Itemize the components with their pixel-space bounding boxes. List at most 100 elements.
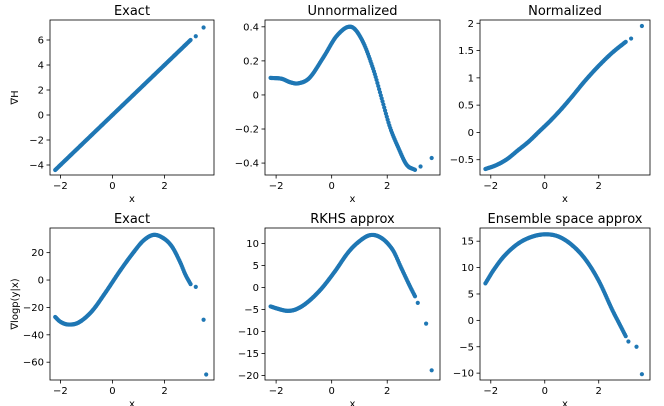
plot-title: RKHS approx <box>310 212 395 227</box>
y-tick-label: 20 <box>31 248 44 259</box>
y-tick-label: 0.5 <box>458 101 474 112</box>
y-tick-label: 0 <box>253 283 259 294</box>
plot-title: Ensemble space approx <box>488 212 643 227</box>
y-tick-label: −4 <box>29 161 44 172</box>
x-tick-label: −2 <box>269 386 284 397</box>
y-tick-label: 10 <box>246 239 259 250</box>
axes-frame <box>49 19 215 176</box>
data-point <box>412 167 418 172</box>
x-tick-label: 0 <box>109 386 115 397</box>
y-tick-label: 2 <box>38 86 44 97</box>
y-tick-label: 4 <box>38 61 44 72</box>
plot-title: Unnormalized <box>308 4 398 19</box>
subplot-1: Exact −2 0 2 −4 −2 0 2 4 6 x ∇H <box>10 4 215 205</box>
data-point <box>623 39 628 44</box>
axes-frame <box>479 19 651 176</box>
y-tick-label: −15 <box>238 349 259 360</box>
scatter-series <box>53 232 209 377</box>
y-tick-label: −0.5 <box>450 155 474 166</box>
plot-title: Exact <box>114 4 150 19</box>
x-tick-label: −2 <box>269 181 284 192</box>
scatter-series <box>268 232 434 373</box>
x-tick-label: 0 <box>542 181 548 192</box>
axes-frame <box>479 227 651 381</box>
y-tick-label: 0 <box>38 276 44 287</box>
y-tick-label: 5 <box>253 261 259 272</box>
y-tick-label: −40 <box>23 330 44 341</box>
data-point <box>429 155 434 161</box>
x-tick-label: 0 <box>542 386 548 397</box>
data-point <box>623 334 628 339</box>
scatter-series <box>483 232 645 377</box>
data-point <box>429 368 434 373</box>
y-axis-label: ∇H <box>10 90 21 105</box>
scatter-series <box>483 23 645 172</box>
plot-title: Exact <box>114 212 150 227</box>
data-point <box>204 372 209 377</box>
data-point <box>639 372 645 377</box>
y-tick-label: −0.2 <box>235 125 259 136</box>
axes-frame <box>49 227 215 381</box>
x-tick-label: 2 <box>596 386 602 397</box>
x-tick-label: 0 <box>328 386 334 397</box>
y-tick-label: 1.5 <box>458 46 474 57</box>
x-tick-label: 0 <box>328 181 334 192</box>
x-tick-label: 2 <box>384 181 390 192</box>
data-point <box>418 164 423 169</box>
x-tick-label: −2 <box>483 386 498 397</box>
data-point <box>626 339 631 344</box>
y-tick-label: −5 <box>459 342 474 353</box>
y-tick-label: −20 <box>238 371 259 382</box>
subplot-6: Ensemble space approx −2 0 2 −10 −5 0 5 10 15 x <box>453 212 651 406</box>
axes-frame <box>264 227 441 381</box>
subplot-3: Normalized −2 0 2 −0.5 0 0.5 1 1.5 2 x <box>450 4 651 205</box>
data-point <box>188 37 193 43</box>
x-tick-label: −2 <box>483 181 498 192</box>
x-axis-label: x <box>562 194 568 205</box>
data-point <box>634 344 639 349</box>
axes-frame <box>264 19 441 176</box>
data-point <box>415 300 420 305</box>
y-tick-label: 0.2 <box>243 56 259 67</box>
x-axis-label: x <box>562 399 568 406</box>
subplot-2: Unnormalized −2 0 2 −0.4 −0.2 0 0.2 0.4 x <box>235 4 441 205</box>
y-tick-label: −60 <box>23 358 44 369</box>
x-tick-label: 0 <box>109 181 115 192</box>
plot-title: Normalized <box>528 4 602 19</box>
y-tick-label: 10 <box>461 263 474 274</box>
y-tick-label: −10 <box>453 369 474 380</box>
y-tick-label: 5 <box>468 289 474 300</box>
x-tick-label: 2 <box>596 181 602 192</box>
y-tick-label: 6 <box>38 36 44 47</box>
y-tick-label: 1 <box>468 73 474 84</box>
data-point <box>424 321 429 326</box>
y-tick-label: 0 <box>253 90 259 101</box>
y-tick-label: −5 <box>244 305 259 316</box>
scatter-series <box>53 25 206 173</box>
y-tick-label: −0.4 <box>235 159 259 170</box>
x-axis-label: x <box>350 194 356 205</box>
y-tick-label: 2 <box>468 19 474 30</box>
data-point <box>193 284 198 289</box>
x-tick-label: −2 <box>53 181 68 192</box>
data-point <box>201 25 206 30</box>
data-point <box>412 294 418 299</box>
x-axis-label: x <box>350 399 356 406</box>
x-axis-label: x <box>129 194 135 205</box>
x-tick-label: 2 <box>384 386 390 397</box>
data-point <box>193 34 198 39</box>
x-tick-label: −2 <box>53 386 68 397</box>
y-tick-label: 15 <box>461 237 474 248</box>
y-tick-label: −20 <box>23 303 44 314</box>
y-tick-label: 0.4 <box>243 22 259 33</box>
data-point <box>188 282 193 287</box>
data-point <box>639 23 645 29</box>
data-point <box>201 317 206 322</box>
scatter-series <box>268 24 434 172</box>
y-tick-label: −10 <box>238 327 259 338</box>
y-tick-label: −2 <box>29 136 44 147</box>
y-tick-label: 0 <box>468 128 474 139</box>
